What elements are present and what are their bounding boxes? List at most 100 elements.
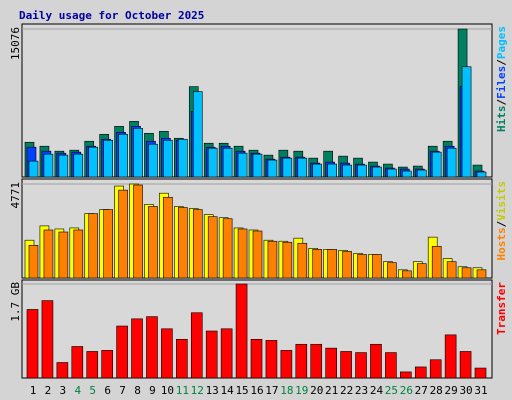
legend: Hits/Files/Pages (495, 26, 508, 132)
bar (58, 231, 69, 279)
bar (131, 318, 143, 379)
bar (297, 157, 308, 178)
bar (295, 343, 308, 379)
bar (103, 139, 113, 178)
x-tick-label: 23 (355, 384, 368, 397)
bar (297, 242, 308, 279)
bar (118, 133, 128, 178)
x-tick-label: 25 (385, 384, 398, 397)
bar (342, 164, 352, 178)
bar (400, 371, 412, 379)
bar (265, 340, 278, 379)
bar (103, 209, 113, 279)
x-tick-label: 15 (235, 384, 248, 397)
bar (310, 343, 323, 379)
legend-separator: / (495, 59, 508, 66)
bar (178, 138, 188, 178)
x-tick-label: 1 (30, 384, 37, 397)
bar (431, 151, 442, 178)
bar (222, 218, 233, 279)
y-tick-label: 1.7 GB (9, 282, 22, 322)
y-tick-label: 15076 (9, 27, 22, 60)
x-tick-label: 6 (104, 384, 111, 397)
bar (205, 330, 218, 379)
x-tick-label: 24 (370, 384, 384, 397)
bar (88, 146, 99, 178)
legend-entry: Hosts (495, 227, 508, 260)
x-tick-label: 2 (45, 384, 52, 397)
bar (148, 206, 158, 279)
x-tick-label: 12 (191, 384, 204, 397)
x-tick-label: 30 (459, 384, 472, 397)
bar (148, 143, 158, 178)
bar (387, 168, 397, 178)
bar (58, 154, 69, 178)
legend-entry: Files (495, 66, 508, 99)
bar (312, 163, 323, 178)
bar (459, 351, 472, 379)
y-tick-label: 4771 (9, 182, 22, 209)
bar (207, 216, 218, 279)
bar (355, 352, 367, 379)
bar (118, 189, 128, 279)
bar (446, 147, 457, 178)
legend-entry: Visits (495, 181, 508, 221)
bar (267, 159, 278, 178)
x-tick-label: 16 (250, 384, 263, 397)
bar (357, 164, 367, 178)
x-tick-label: 26 (400, 384, 413, 397)
bar (431, 246, 442, 279)
bar (73, 153, 84, 178)
x-tick-label: 10 (161, 384, 174, 397)
bar (342, 251, 352, 279)
bar (340, 351, 352, 379)
x-tick-label: 8 (134, 384, 141, 397)
legend-entry: Pages (495, 26, 508, 59)
bar (41, 300, 54, 379)
bar (446, 261, 457, 279)
bar (163, 139, 173, 178)
bar (416, 169, 427, 178)
legend-entry: Hits (495, 106, 508, 133)
bar (250, 338, 263, 379)
bar (28, 160, 39, 178)
x-tick-label: 13 (206, 384, 219, 397)
x-tick-label: 7 (119, 384, 126, 397)
bar (461, 66, 472, 178)
bar (222, 147, 233, 178)
bar (178, 207, 188, 279)
bar (133, 128, 143, 178)
legend: Transfer (495, 282, 508, 335)
bar (402, 170, 412, 178)
bar (267, 240, 278, 279)
bar (161, 328, 173, 379)
bar (385, 352, 397, 379)
bar (43, 229, 54, 279)
x-tick-label: 21 (325, 384, 338, 397)
bar (133, 184, 143, 279)
bar (312, 249, 323, 279)
chart-title: Daily usage for October 2025 (19, 9, 204, 22)
bar (176, 338, 188, 379)
x-tick-label: 31 (474, 384, 487, 397)
x-tick-label: 11 (176, 384, 189, 397)
bar (88, 213, 99, 279)
bar (357, 254, 367, 279)
bar (429, 359, 442, 379)
bar (476, 171, 487, 178)
x-tick-label: 3 (60, 384, 67, 397)
bar (280, 350, 293, 379)
bar (252, 153, 263, 178)
bar (116, 325, 128, 379)
bar (370, 343, 382, 379)
bar (192, 91, 203, 178)
bar (327, 249, 337, 279)
legend-separator: / (495, 99, 508, 106)
bar (252, 230, 263, 279)
bar (474, 367, 487, 379)
bar (282, 241, 293, 279)
legend: Hosts/Visits (495, 181, 508, 261)
x-tick-label: 17 (265, 384, 278, 397)
bar (86, 351, 99, 379)
bar (163, 196, 173, 279)
